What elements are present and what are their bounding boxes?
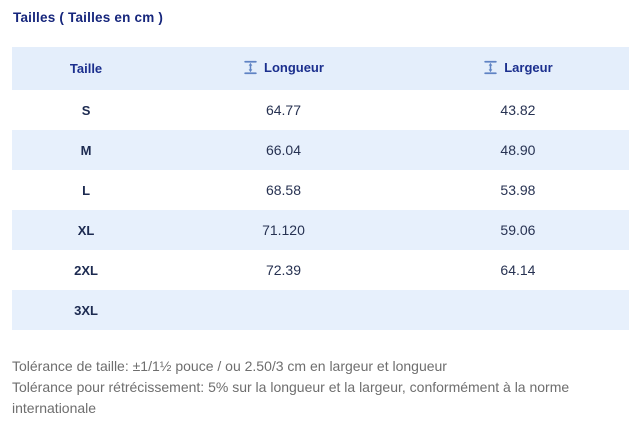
largeur-cell: 59.06 — [406, 210, 629, 250]
table-row: M 66.04 48.90 — [12, 130, 629, 170]
tolerance-notes: Tolérance de taille: ±1/1½ pouce / ou 2.… — [12, 356, 628, 419]
size-cell: M — [12, 130, 161, 170]
column-header-longueur: Longueur — [160, 47, 407, 90]
page-title: Tailles ( Tailles en cm ) — [13, 10, 164, 25]
measure-height-icon — [483, 60, 498, 75]
column-header-taille: Taille — [12, 47, 161, 90]
largeur-cell: 48.90 — [406, 130, 629, 170]
column-header-longueur-label: Longueur — [264, 59, 324, 75]
largeur-cell: 53.98 — [500, 182, 536, 198]
table-row: 2XL 72.39 64.14 — [12, 250, 629, 290]
largeur-cell — [406, 290, 629, 330]
longueur-cell: 71.120 — [160, 210, 407, 250]
longueur-cell — [160, 290, 407, 330]
table-row: L 68.58 53.98 — [12, 170, 629, 210]
longueur-cell: 72.39 — [265, 262, 301, 278]
column-header-largeur-label: Largeur — [504, 59, 553, 75]
tolerance-shrinkage-note: Tolérance pour rétrécissement: 5% sur la… — [12, 379, 570, 416]
column-header-taille-label: Taille — [69, 61, 103, 76]
longueur-cell: 68.58 — [265, 182, 301, 198]
size-cell: S — [81, 102, 91, 118]
longueur-cell: 64.77 — [265, 102, 301, 118]
measure-height-icon — [243, 60, 258, 75]
size-table: Taille — [12, 47, 629, 330]
size-cell: XL — [12, 210, 161, 250]
largeur-cell: 43.82 — [500, 102, 536, 118]
tolerance-size-note: Tolérance de taille: ±1/1½ pouce / ou 2.… — [12, 358, 447, 374]
size-cell: 2XL — [74, 262, 98, 278]
size-cell: 3XL — [12, 290, 161, 330]
size-cell: L — [82, 182, 91, 198]
table-row: S 64.77 43.82 — [12, 90, 629, 130]
table-header-row: Taille — [12, 47, 629, 90]
table-row: XL 71.120 59.06 — [12, 210, 629, 250]
column-header-largeur: Largeur — [406, 47, 629, 90]
longueur-cell: 66.04 — [160, 130, 407, 170]
largeur-cell: 64.14 — [500, 262, 536, 278]
table-row: 3XL — [12, 290, 629, 330]
